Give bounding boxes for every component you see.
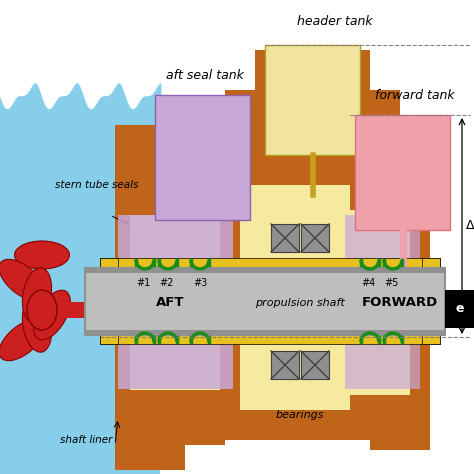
Bar xyxy=(100,332,440,344)
Bar xyxy=(255,50,370,150)
Bar xyxy=(345,215,420,263)
Bar xyxy=(85,268,445,273)
Text: FORWARD: FORWARD xyxy=(362,297,438,310)
Bar xyxy=(271,224,299,252)
Bar xyxy=(115,200,425,275)
Text: $\Delta z_C$: $\Delta z_C$ xyxy=(465,219,474,234)
Text: header tank: header tank xyxy=(297,15,373,28)
Ellipse shape xyxy=(34,290,70,340)
Bar xyxy=(0,80,160,474)
Bar xyxy=(265,45,360,155)
Ellipse shape xyxy=(15,241,70,269)
Ellipse shape xyxy=(22,268,52,322)
Bar xyxy=(115,330,425,405)
Bar xyxy=(115,330,225,445)
Text: forward tank: forward tank xyxy=(375,89,455,102)
Bar xyxy=(301,224,329,252)
Ellipse shape xyxy=(0,259,45,301)
Text: propulsion shaft: propulsion shaft xyxy=(255,298,345,308)
Bar xyxy=(345,343,420,389)
Bar xyxy=(271,351,299,379)
Text: #2: #2 xyxy=(159,278,173,288)
Bar xyxy=(42,302,122,318)
Text: bearings: bearings xyxy=(276,410,324,420)
Bar xyxy=(115,390,185,470)
Bar xyxy=(355,115,450,230)
Text: aft seal tank: aft seal tank xyxy=(166,69,244,82)
Bar xyxy=(85,268,445,335)
Text: e: e xyxy=(456,302,464,316)
Bar xyxy=(225,340,400,440)
Bar xyxy=(370,330,430,450)
Text: #4: #4 xyxy=(361,278,375,288)
Bar xyxy=(115,125,185,280)
Text: #1: #1 xyxy=(136,278,150,288)
Text: AFT: AFT xyxy=(156,297,184,310)
Bar xyxy=(340,330,430,430)
Bar xyxy=(340,210,410,275)
Bar xyxy=(301,351,329,379)
Bar xyxy=(100,258,440,270)
Ellipse shape xyxy=(0,319,45,361)
Bar xyxy=(118,215,233,263)
Text: shaft liner: shaft liner xyxy=(60,435,112,445)
Text: #3: #3 xyxy=(193,278,207,288)
Bar xyxy=(340,175,430,280)
Bar xyxy=(130,330,220,390)
Bar xyxy=(118,343,233,389)
Bar xyxy=(130,215,220,275)
Bar xyxy=(240,330,350,410)
Bar xyxy=(85,330,445,335)
Bar xyxy=(115,155,225,275)
Text: #5: #5 xyxy=(384,278,398,288)
Bar xyxy=(0,90,160,474)
Bar xyxy=(240,185,350,275)
Text: stern tube seals: stern tube seals xyxy=(55,180,138,190)
Ellipse shape xyxy=(22,298,52,352)
Bar xyxy=(370,155,430,290)
Bar xyxy=(0,0,160,474)
Bar xyxy=(0,0,160,90)
Bar xyxy=(155,95,250,220)
Bar xyxy=(100,258,118,344)
Bar xyxy=(225,90,400,280)
Ellipse shape xyxy=(27,290,57,330)
Bar xyxy=(445,290,474,328)
Bar xyxy=(340,330,410,395)
Bar xyxy=(422,258,440,344)
